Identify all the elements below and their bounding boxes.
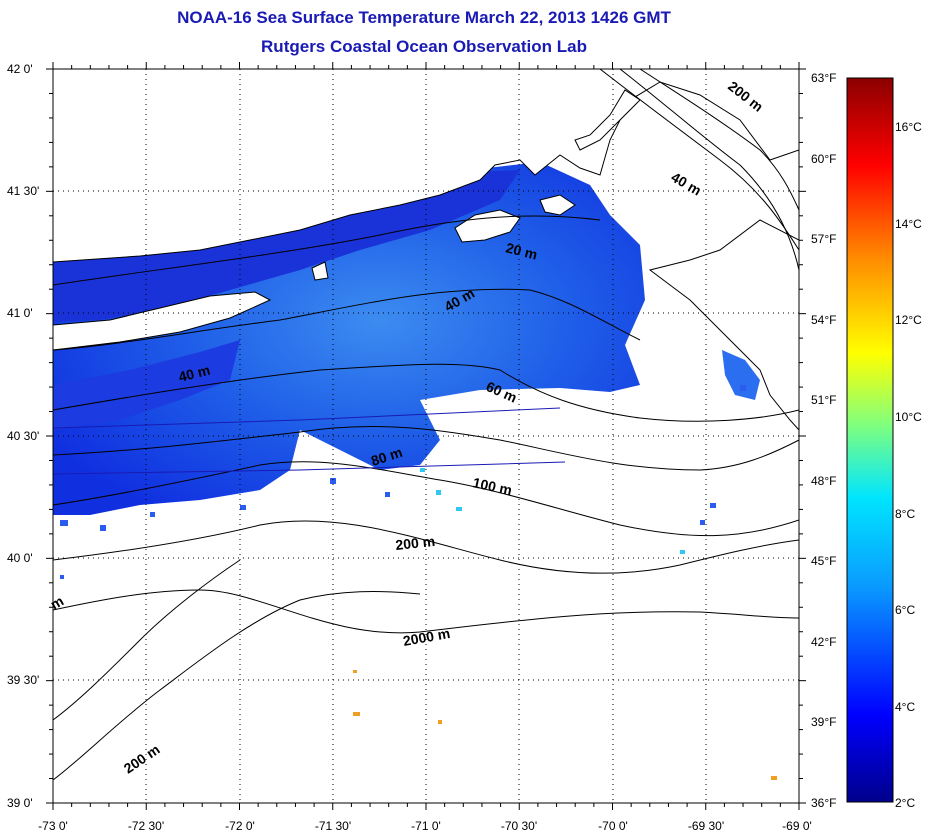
lat-tick-label: 42 0' [7, 62, 33, 76]
lon-tick-label: -72 0' [225, 819, 255, 833]
c-label: 4°C [895, 700, 915, 714]
contour-label: m [48, 593, 67, 613]
map-title: NOAA-16 Sea Surface Temperature March 22… [177, 8, 671, 27]
nantucket-patch [722, 350, 760, 400]
contour-label: 2000 m [402, 625, 452, 649]
map-subtitle: Rutgers Coastal Ocean Observation Lab [261, 37, 587, 56]
lon-tick-label: -70 30' [501, 819, 537, 833]
f-label: 60°F [811, 152, 836, 166]
c-label: 16°C [895, 120, 922, 134]
lat-tick-label: 39 30' [7, 673, 39, 687]
lat-axis: 42 0' 41 30' 41 0' 40 30' 40 0' 39 30' 3… [7, 62, 39, 810]
lon-tick-label: -71 0' [411, 819, 441, 833]
scattered-pixels [60, 385, 746, 579]
contour-label: 40 m [669, 169, 705, 199]
lat-tick-label: 40 0' [7, 551, 33, 565]
colorbar: 63°F 60°F 57°F 54°F 51°F 48°F 45°F 42°F … [811, 71, 922, 810]
f-label: 63°F [811, 71, 836, 85]
lat-tick-label: 39 0' [7, 796, 33, 810]
lon-tick-label: -73 0' [38, 819, 68, 833]
contour-label: 200 m [121, 741, 163, 776]
martha-vineyard [454, 209, 521, 243]
f-label: 51°F [811, 393, 836, 407]
f-label: 54°F [811, 313, 836, 327]
lon-tick-label: -72 30' [128, 819, 164, 833]
f-label: 39°F [811, 715, 836, 729]
bathymetry-contours [53, 69, 799, 781]
land [53, 69, 799, 431]
c-label: 10°C [895, 410, 922, 424]
colorbar-gradient [846, 77, 894, 803]
nantucket-island [539, 194, 576, 216]
lon-tick-label: -69 30' [688, 819, 724, 833]
warm-pixels [353, 670, 777, 780]
axis-ticks [46, 62, 806, 810]
f-label: 57°F [811, 232, 836, 246]
lon-tick-label: -71 30' [315, 819, 351, 833]
lon-tick-label: -70 0' [598, 819, 628, 833]
f-label: 36°F [811, 796, 836, 810]
f-label: 42°F [811, 635, 836, 649]
lat-tick-label: 40 30' [7, 429, 39, 443]
block-island [311, 261, 329, 281]
celsius-scale: 16°C 14°C 12°C 10°C 8°C 6°C 4°C 2°C [895, 120, 922, 810]
c-label: 14°C [895, 217, 922, 231]
cyan-pixels [420, 468, 685, 554]
track-lines [53, 407, 566, 475]
contour-label: 100 m [471, 474, 513, 498]
contour-label: 40 m [177, 362, 212, 385]
c-label: 2°C [895, 796, 915, 810]
contour-label: 20 m [504, 239, 539, 262]
cape-cod [574, 89, 641, 151]
contour-label: 200 m [395, 533, 436, 553]
georges-shoals [648, 219, 799, 431]
lon-tick-label: -69 0' [782, 819, 812, 833]
f-label: 45°F [811, 554, 836, 568]
c-label: 12°C [895, 313, 922, 327]
lat-tick-label: 41 0' [7, 306, 33, 320]
lon-axis: -73 0' -72 30' -72 0' -71 30' -71 0' -70… [38, 819, 812, 833]
c-label: 8°C [895, 507, 915, 521]
fahrenheit-scale: 63°F 60°F 57°F 54°F 51°F 48°F 45°F 42°F … [811, 71, 836, 810]
lat-tick-label: 41 30' [7, 184, 39, 198]
f-label: 48°F [811, 474, 836, 488]
inshore-dark-band [53, 170, 520, 322]
c-label: 6°C [895, 603, 915, 617]
